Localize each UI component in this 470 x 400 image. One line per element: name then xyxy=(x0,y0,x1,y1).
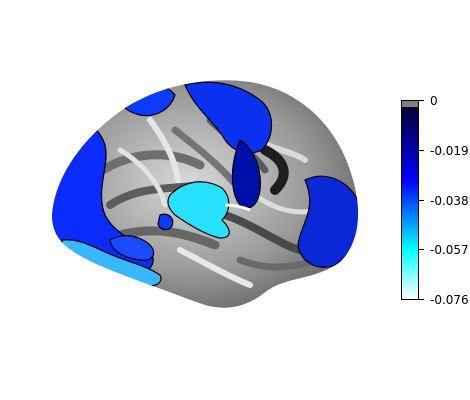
colorbar-tick-label: -0.057 xyxy=(430,243,469,257)
colorbar-tick xyxy=(419,200,424,201)
colorbar-tick xyxy=(419,100,424,101)
colorbar-tick-label: -0.038 xyxy=(430,194,469,208)
colorbar-tick-label: -0.019 xyxy=(430,144,469,158)
colorbar-tick xyxy=(419,150,424,151)
colorbar-tick-label: 0 xyxy=(430,94,438,108)
colorbar-tick xyxy=(419,249,424,250)
colorbar-gradient xyxy=(402,101,418,299)
activation-temporal-deep xyxy=(158,214,173,229)
colorbar xyxy=(401,100,419,300)
colorbar-tick xyxy=(419,299,424,300)
colorbar-tick-label: -0.076 xyxy=(430,293,469,307)
